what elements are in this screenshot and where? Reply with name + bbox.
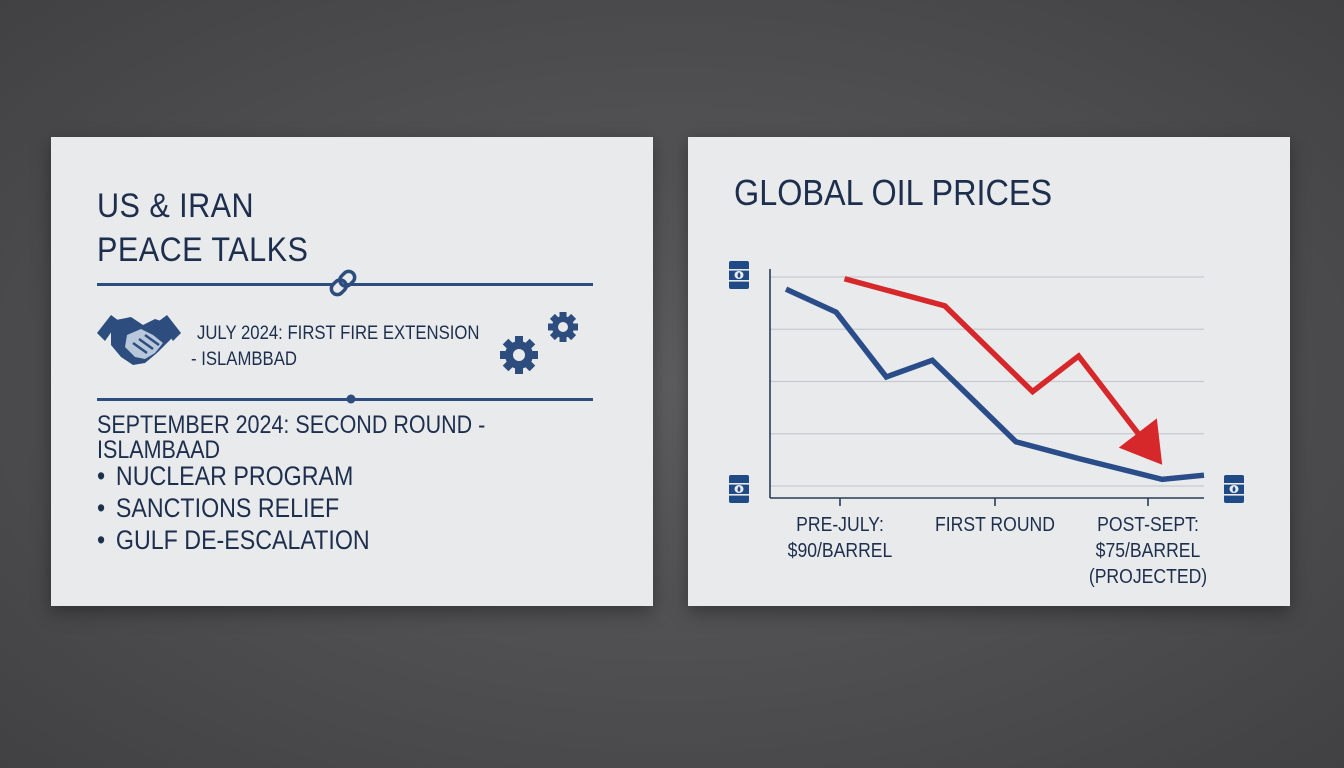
x-tick-label-line: FIRST ROUND	[935, 514, 1055, 536]
title-line-1: US & IRAN	[97, 187, 255, 225]
x-tick-label-line: $90/BARREL	[787, 540, 893, 562]
x-tick-label-line: (PROJECTED)	[1088, 566, 1208, 588]
bullet-gulf-de-escalation: • GULF DE-ESCALATION	[97, 525, 370, 555]
title-line-2: PEACE TALKS	[97, 231, 309, 269]
oil-barrel-icon	[729, 261, 749, 289]
trend-arrowhead	[1118, 418, 1163, 465]
divider-top	[97, 283, 593, 286]
x-tick-label-line: POST-SEPT:	[1097, 514, 1199, 536]
bullet-nuclear-program: • NUCLEAR PROGRAM	[97, 461, 354, 491]
x-tick-label-line: PRE-JULY:	[796, 514, 884, 536]
x-tick-label-line: $75/BARREL	[1095, 540, 1201, 562]
oil-prices-card: GLOBAL OIL PRICES PRE-JULY: $90/BARREL FIR…	[688, 137, 1290, 606]
oil-barrel-icon	[1224, 475, 1244, 503]
event-july-line1: JULY 2024: FIRST FIRE EXTENSION	[197, 323, 480, 344]
x-tick-label: FIRST ROUND	[925, 512, 1066, 538]
event-september: SEPTEMBER 2024: SECOND ROUND - ISLAMBAAD	[97, 411, 486, 464]
bullet-sanctions-relief: • SANCTIONS RELIEF	[97, 493, 340, 523]
series-line-red	[843, 276, 1149, 446]
x-tick-label: PRE-JULY: $90/BARREL	[770, 512, 911, 564]
oil-barrel-icon	[729, 475, 749, 503]
x-tick-label: POST-SEPT: $75/BARREL (PROJECTED)	[1078, 512, 1219, 590]
series-line-blue	[784, 286, 1205, 483]
divider-bottom	[97, 398, 593, 401]
gears-icon	[500, 312, 578, 374]
chart-title: GLOBAL OIL PRICES	[734, 172, 1053, 213]
peace-talks-card: US & IRAN PEACE TALKS	[51, 137, 653, 606]
event-july-line2: - ISLAMBBAD	[191, 349, 297, 370]
handshake-icon	[97, 315, 181, 365]
oil-price-chart	[729, 261, 1244, 506]
